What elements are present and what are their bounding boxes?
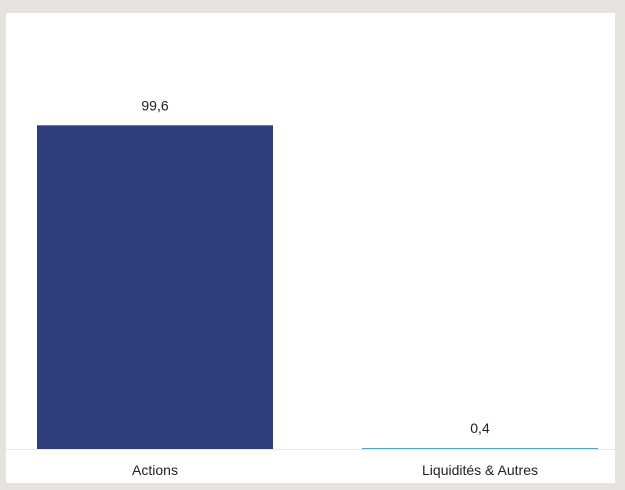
category-label-1: Actions <box>132 462 178 478</box>
value-label-1: 99,6 <box>141 97 168 113</box>
value-labels-group: 99,6 0,4 <box>141 97 490 436</box>
category-label-2: Liquidités & Autres <box>422 462 538 478</box>
bars-group <box>37 125 598 450</box>
category-labels-group: Actions Liquidités & Autres <box>132 462 538 478</box>
bar-1 <box>37 125 273 450</box>
value-label-2: 0,4 <box>470 420 490 436</box>
